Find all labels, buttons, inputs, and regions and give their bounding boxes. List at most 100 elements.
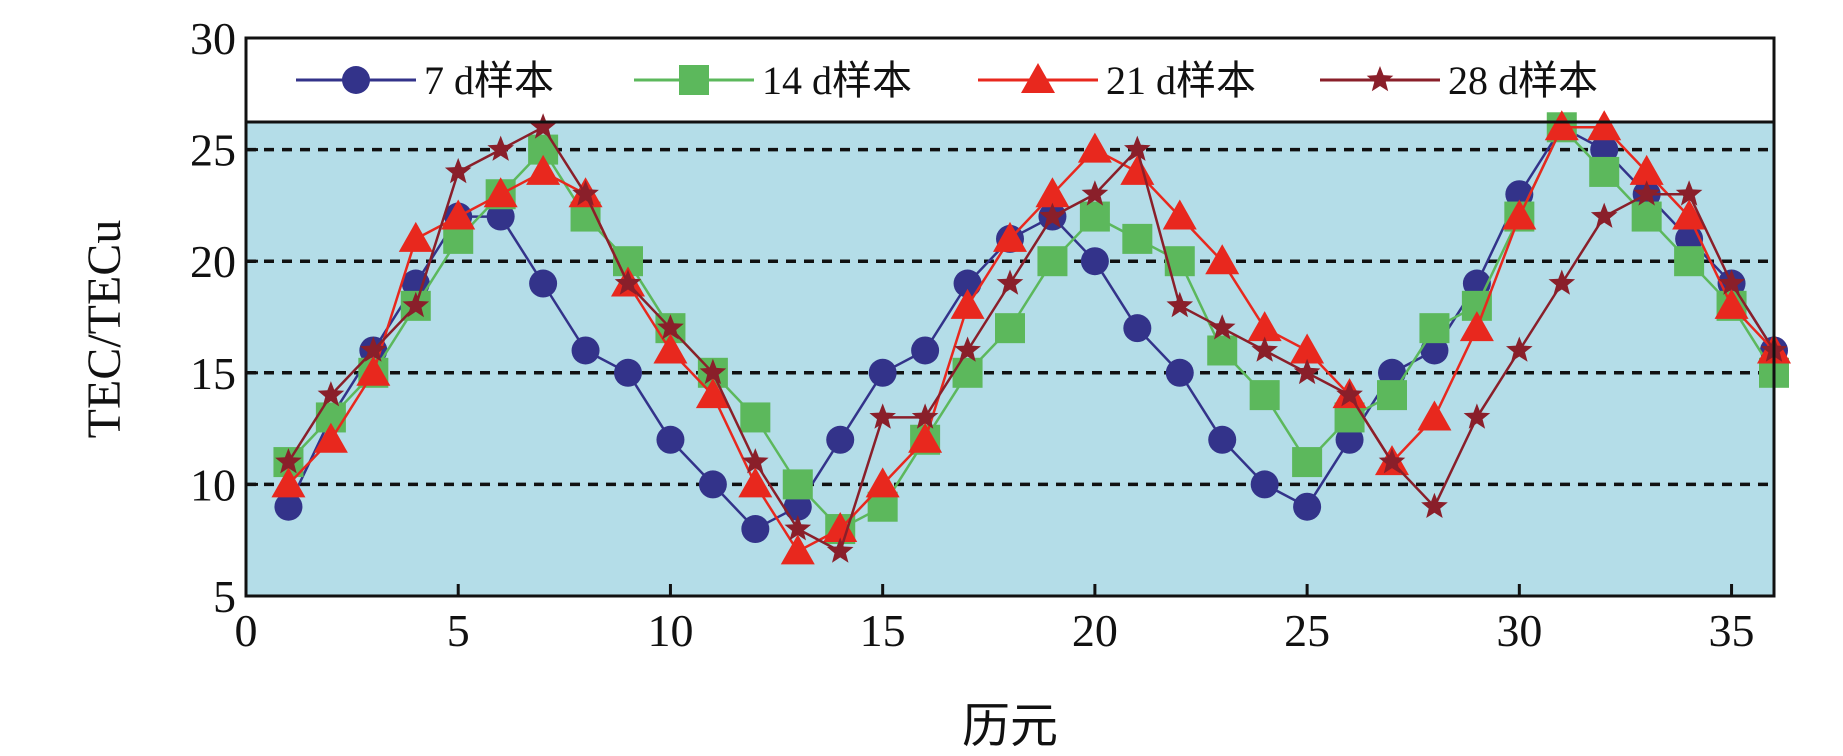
data-point bbox=[313, 422, 348, 453]
data-point bbox=[1463, 403, 1491, 429]
data-point bbox=[275, 448, 302, 474]
data-point bbox=[738, 467, 773, 498]
data-point bbox=[271, 467, 306, 498]
data-point bbox=[1417, 400, 1452, 431]
data-point bbox=[1420, 336, 1449, 365]
x-tick-label: 35 bbox=[1709, 605, 1755, 656]
data-point bbox=[1165, 358, 1194, 387]
legend: 7 d样本 14 d样本 21 d样本 28 d样本 bbox=[296, 58, 1598, 103]
data-point bbox=[1166, 291, 1194, 318]
data-point bbox=[401, 269, 430, 298]
data-point bbox=[993, 221, 1027, 252]
data-point bbox=[1208, 314, 1236, 340]
data-point bbox=[1079, 201, 1110, 232]
legend-label: 14 d样本 bbox=[762, 58, 912, 103]
data-point bbox=[1714, 288, 1749, 319]
data-point bbox=[1419, 313, 1450, 344]
data-point bbox=[1290, 333, 1325, 364]
data-point bbox=[1247, 311, 1282, 342]
y-tick-label: 15 bbox=[190, 348, 236, 399]
data-point bbox=[868, 358, 897, 387]
data-point bbox=[1675, 180, 1703, 206]
legend-item-2: 14 d样本 bbox=[634, 58, 912, 103]
data-point bbox=[653, 333, 688, 364]
data-point bbox=[1587, 110, 1622, 141]
data-point bbox=[1590, 135, 1619, 164]
data-point bbox=[1629, 154, 1664, 185]
data-point bbox=[1335, 425, 1364, 454]
data-point bbox=[783, 492, 812, 521]
x-tick-label: 10 bbox=[647, 605, 693, 656]
data-point bbox=[402, 291, 430, 318]
data-point bbox=[1207, 335, 1238, 366]
legend-item-1: 7 d样本 bbox=[296, 58, 554, 103]
data-point bbox=[911, 336, 940, 365]
y-tick-label: 25 bbox=[190, 125, 236, 176]
data-point bbox=[908, 422, 943, 453]
data-point bbox=[614, 269, 642, 295]
y-tick-label: 20 bbox=[190, 236, 236, 287]
series-4 bbox=[275, 113, 1788, 563]
data-point bbox=[741, 515, 770, 544]
data-point bbox=[1251, 336, 1278, 362]
data-point bbox=[1035, 177, 1070, 208]
data-point bbox=[360, 336, 387, 362]
legend-label: 28 d样本 bbox=[1448, 58, 1598, 103]
legend-marker bbox=[1021, 63, 1055, 93]
x-axis-label: 历元 bbox=[962, 700, 1058, 753]
plot-area bbox=[244, 36, 1791, 598]
data-point bbox=[740, 402, 771, 433]
legend-label: 21 d样本 bbox=[1106, 58, 1256, 103]
data-point bbox=[1718, 269, 1745, 295]
x-axis: 0 5 10 15 20 25 30 35 bbox=[235, 584, 1755, 656]
data-point bbox=[398, 221, 433, 252]
data-point bbox=[954, 336, 981, 362]
data-point bbox=[657, 314, 684, 340]
data-point bbox=[782, 469, 813, 500]
data-point bbox=[1123, 314, 1152, 343]
data-point bbox=[826, 425, 855, 454]
data-point bbox=[572, 180, 599, 206]
data-point bbox=[1502, 199, 1537, 230]
data-point bbox=[1293, 492, 1322, 521]
data-point bbox=[317, 381, 345, 407]
data-point bbox=[274, 492, 303, 521]
data-point bbox=[865, 467, 900, 498]
data-point bbox=[1544, 110, 1579, 141]
data-point bbox=[953, 269, 982, 298]
x-tick-label: 25 bbox=[1284, 605, 1330, 656]
legend-label: 7 d样本 bbox=[424, 58, 554, 103]
legend-marker bbox=[1366, 66, 1394, 92]
data-point bbox=[823, 512, 858, 543]
y-axis: 5 10 15 20 25 30 bbox=[190, 13, 258, 622]
data-point bbox=[1631, 201, 1662, 232]
data-point bbox=[784, 515, 812, 541]
data-point bbox=[1674, 246, 1705, 277]
data-point bbox=[444, 157, 472, 184]
data-point bbox=[1080, 247, 1109, 276]
data-point bbox=[1633, 180, 1660, 206]
legend-marker bbox=[679, 65, 709, 95]
data-point bbox=[487, 135, 514, 161]
data-point bbox=[571, 336, 600, 365]
series-line bbox=[287, 125, 1776, 554]
y-tick-label: 5 bbox=[213, 571, 236, 622]
data-point bbox=[1124, 135, 1151, 161]
data-point bbox=[1037, 246, 1068, 277]
data-point bbox=[1081, 180, 1109, 206]
data-point bbox=[483, 177, 518, 208]
data-point bbox=[1293, 358, 1321, 385]
x-tick-label: 20 bbox=[1072, 605, 1118, 656]
data-point bbox=[1039, 202, 1066, 228]
data-point bbox=[950, 288, 985, 319]
data-point bbox=[529, 269, 558, 298]
data-point bbox=[1377, 380, 1407, 411]
data-point bbox=[1548, 269, 1576, 295]
data-point bbox=[996, 269, 1024, 295]
y-tick-label: 30 bbox=[190, 13, 236, 64]
data-point bbox=[1378, 448, 1406, 474]
data-point bbox=[742, 448, 769, 474]
data-point bbox=[1672, 199, 1707, 230]
data-point bbox=[1421, 492, 1448, 518]
